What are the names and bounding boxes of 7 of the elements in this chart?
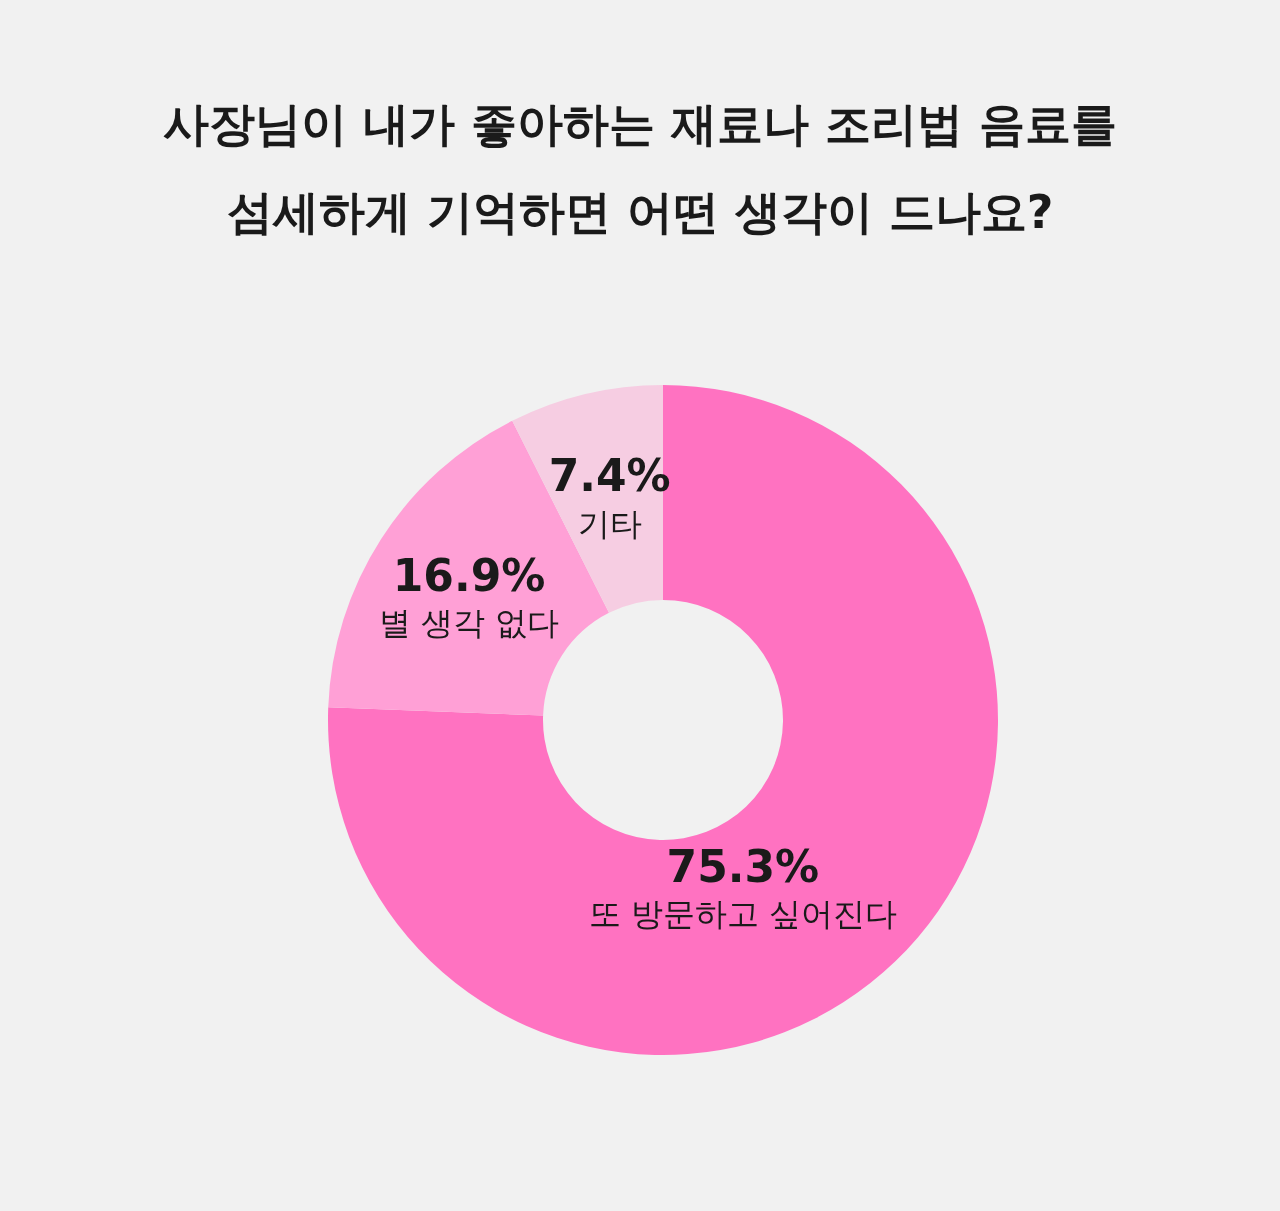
slice-label: 별 생각 없다 [378,604,560,643]
data-label: 75.3% [666,840,820,892]
chart-title: 사장님이 내가 좋아하는 재료나 조리법 음료를 섬세하게 기억하면 어떤 생각이 드나요? [161,96,1119,241]
slice-label: 기타 [577,504,642,543]
data-label: 7.4% [548,450,671,502]
data-label: 16.9% [392,549,546,601]
slice-label: 또 방문하고 싶어진다 [588,895,898,934]
